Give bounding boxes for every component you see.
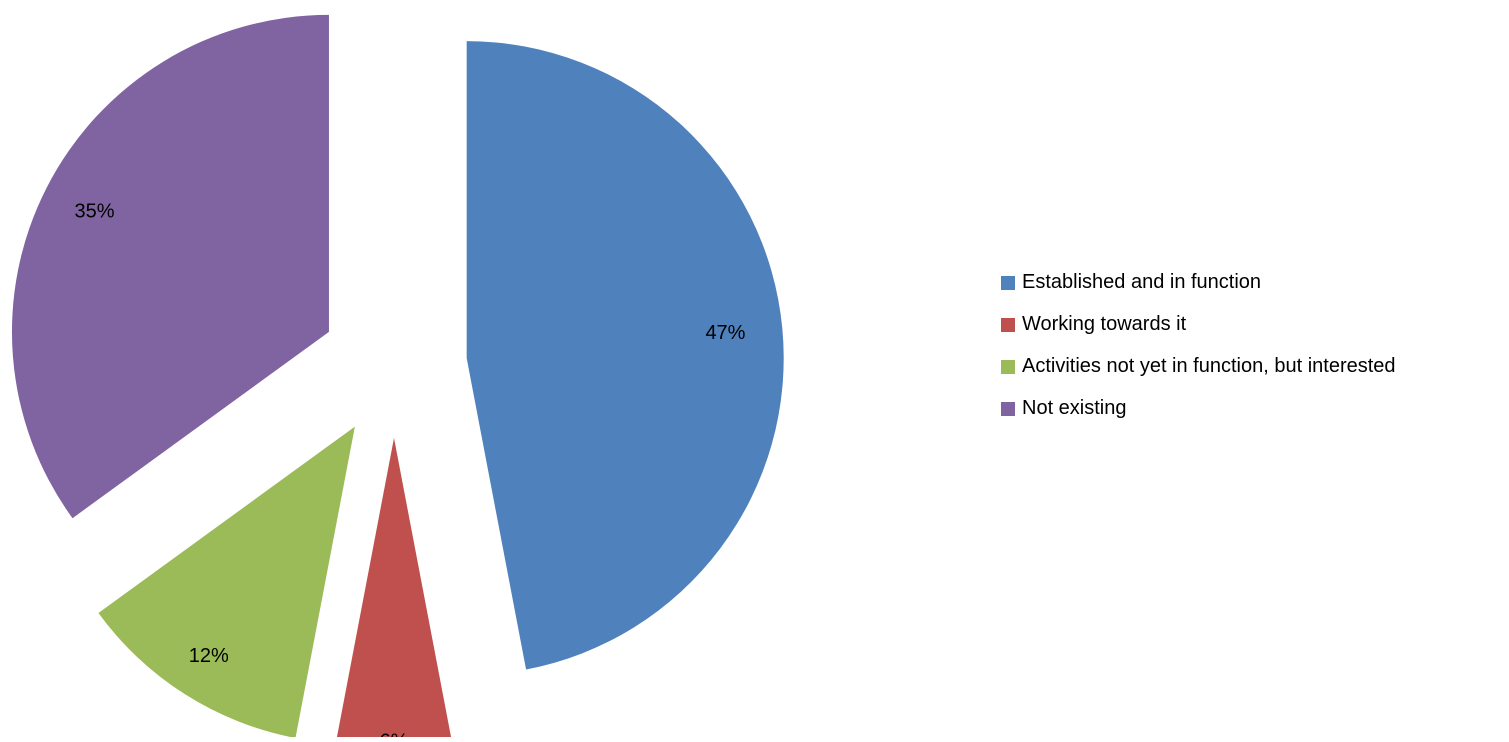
legend: Established and in function Working towa… xyxy=(1001,268,1396,436)
legend-item-working-towards: Working towards it xyxy=(1001,310,1396,339)
pie-slice-working-towards xyxy=(336,438,452,742)
pie-slice-established xyxy=(466,41,784,670)
data-label-not-existing: 35% xyxy=(75,201,115,223)
legend-swatch-established xyxy=(1001,275,1015,290)
legend-label-not-existing: Not existing xyxy=(1022,397,1127,419)
legend-item-activities-interested: Activities not yet in function, but inte… xyxy=(1001,352,1396,381)
data-label-working-towards: 6% xyxy=(380,731,409,737)
legend-item-established: Established and in function xyxy=(1001,268,1396,297)
legend-swatch-not-existing xyxy=(1001,401,1015,416)
legend-item-not-existing: Not existing xyxy=(1001,394,1396,423)
data-label-established: 47% xyxy=(705,322,745,344)
pie-slice-activities-interested xyxy=(98,426,355,739)
legend-swatch-activities-interested xyxy=(1001,359,1015,374)
legend-label-established: Established and in function xyxy=(1022,271,1262,293)
legend-label-working-towards: Working towards it xyxy=(1022,313,1187,335)
legend-swatch-working-towards xyxy=(1001,317,1015,332)
pie-slice-not-existing xyxy=(11,14,329,519)
legend-label-activities-interested: Activities not yet in function, but inte… xyxy=(1022,355,1396,377)
data-label-activities-interested: 12% xyxy=(189,645,229,667)
